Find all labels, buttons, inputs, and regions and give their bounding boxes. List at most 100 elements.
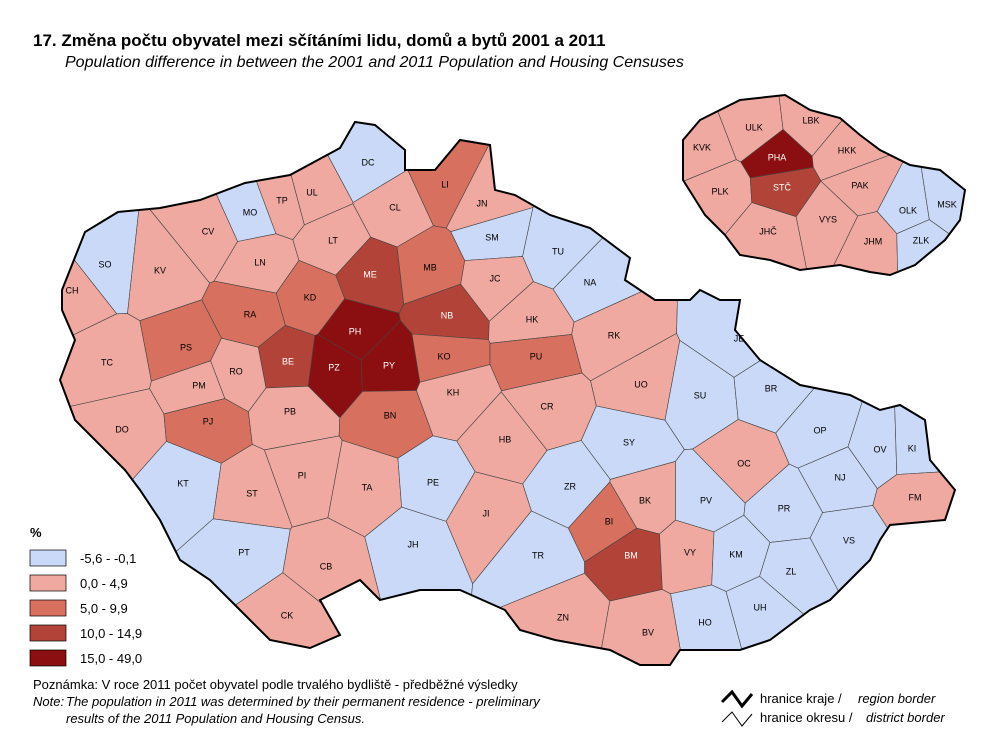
legend-swatch (29, 549, 67, 567)
district-label: SM (485, 232, 499, 242)
district-label: LT (328, 235, 338, 245)
district-label: TA (362, 482, 373, 492)
region-label: KVK (693, 142, 711, 152)
district-label: ME (363, 269, 377, 279)
district-label: PI (298, 470, 307, 480)
region-label: OLK (899, 205, 917, 215)
district-label: RA (244, 309, 257, 319)
district-label: LN (254, 257, 266, 267)
district-label: UH (754, 602, 767, 612)
district (471, 510, 585, 608)
district-label: PV (700, 495, 712, 505)
district-label: OC (737, 458, 751, 468)
district-label: UL (306, 187, 318, 197)
district-label: JC (490, 273, 502, 283)
district-label: TU (552, 246, 564, 256)
district-label: PY (383, 360, 395, 370)
legend-label: 10,0 - 14,9 (80, 626, 142, 641)
region-label: HKK (838, 145, 857, 155)
district-label: BI (605, 516, 614, 526)
region-label: JHČ (759, 226, 777, 236)
district-label: FM (909, 492, 922, 502)
region-label: VYS (819, 214, 837, 224)
district-label: VS (843, 535, 855, 545)
district-border-en: district border (866, 710, 945, 725)
district-label: BK (639, 495, 651, 505)
district-label: JI (482, 508, 489, 518)
district-label: KI (908, 443, 917, 453)
district-label: PH (349, 326, 362, 336)
note-en-1: The population in 2011 was determined by… (66, 694, 541, 709)
district-label: CB (320, 561, 333, 571)
district-label: MO (243, 207, 258, 217)
district-border-cz: hranice okresu / (760, 710, 853, 725)
district-label: SU (694, 390, 707, 400)
region-label: LBK (802, 115, 819, 125)
legend-swatch (29, 649, 67, 667)
legend-swatch (29, 624, 67, 642)
district (601, 589, 681, 666)
note-cz: Poznámka: V roce 2011 počet obyvatel pod… (33, 677, 518, 692)
district-label: PE (427, 477, 439, 487)
district-label: SO (98, 259, 111, 269)
district-label: JN (477, 198, 488, 208)
legend-swatch (29, 574, 67, 592)
region-label: STČ (773, 182, 792, 192)
region-label: PLK (711, 186, 728, 196)
district-label: BE (282, 356, 294, 366)
district-label: NJ (835, 472, 846, 482)
district-label: DO (115, 424, 129, 434)
district-label: ZL (786, 566, 797, 576)
district-label: LI (441, 179, 449, 189)
legend-label: 5,0 - 9,9 (80, 601, 128, 616)
district-label: HK (526, 314, 539, 324)
district-label: CK (281, 610, 294, 620)
region-label: PAK (851, 180, 868, 190)
district-label: TR (532, 550, 544, 560)
district-label: JE (734, 333, 745, 343)
legend-label: 0,0 - 4,9 (80, 576, 128, 591)
district-label: PJ (203, 416, 214, 426)
district-label: PT (238, 547, 250, 557)
district-label: KH (447, 387, 460, 397)
district-label: RO (229, 366, 243, 376)
district-outline (58, 120, 957, 666)
region-border-cz: hranice kraje / (760, 691, 842, 706)
district-label: ZN (557, 612, 569, 622)
district-label: KD (304, 292, 317, 302)
legend-label: 15,0 - 49,0 (80, 651, 142, 666)
district (460, 256, 534, 322)
district-label: KM (729, 549, 743, 559)
district-label: KV (154, 265, 166, 275)
district-label: MB (423, 262, 437, 272)
region-border-icon (720, 689, 754, 709)
region-label: JHM (864, 236, 883, 246)
district-label: KT (177, 478, 189, 488)
region-border-en: region border (858, 691, 936, 706)
district-label: HB (499, 434, 512, 444)
region-label: MSK (937, 199, 957, 209)
district-label: CV (202, 226, 215, 236)
district-label: PR (778, 503, 791, 513)
district-label: ZR (564, 481, 576, 491)
district-label: TC (101, 357, 113, 367)
district-label: BN (384, 410, 397, 420)
district-label: PU (530, 351, 543, 361)
district-label: VY (684, 547, 696, 557)
legend-label: -5,6 - -0,1 (80, 551, 136, 566)
district-label: DC (362, 157, 375, 167)
district-label: NA (584, 277, 597, 287)
title: 17. Změna počtu obyvatel mezi sčítáními … (33, 31, 606, 50)
district-label: PZ (328, 362, 340, 372)
district-label: CL (389, 202, 401, 212)
subtitle: Population difference in between the 200… (65, 54, 684, 71)
district-border-icon (721, 711, 753, 727)
region-label: PHA (768, 152, 787, 162)
legend-title: % (30, 525, 42, 540)
district-label: UO (634, 379, 648, 389)
region-outline (682, 93, 967, 277)
district-label: RK (608, 330, 621, 340)
district-label: PB (284, 406, 296, 416)
note-en-label: Note: (33, 694, 64, 709)
